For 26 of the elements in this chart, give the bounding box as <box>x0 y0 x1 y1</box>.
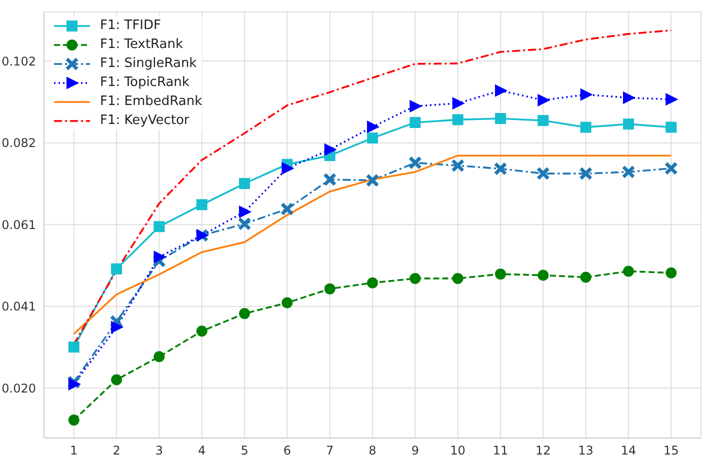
x-tick-label: 4 <box>198 444 206 458</box>
x-tick-label: 1 <box>70 444 78 458</box>
x-tick-label: 2 <box>112 444 120 458</box>
x-tick-label: 9 <box>411 444 419 458</box>
x-tick-label: 5 <box>240 444 248 458</box>
legend-label: F1: TopicRank <box>100 75 190 90</box>
legend-label: F1: KeyVector <box>100 113 190 128</box>
x-tick-label: 11 <box>492 444 508 458</box>
x-tick-label: 13 <box>578 444 594 458</box>
legend-label: F1: EmbedRank <box>100 94 202 109</box>
legend-label: F1: TextRank <box>100 37 184 52</box>
x-tick-label: 15 <box>663 444 679 458</box>
x-tick-label: 8 <box>368 444 376 458</box>
y-tick-label: 0.041 <box>2 300 36 314</box>
y-tick-label: 0.102 <box>2 54 36 68</box>
legend-label: F1: SingleRank <box>100 56 197 71</box>
x-tick-label: 14 <box>620 444 636 458</box>
x-tick-label: 3 <box>155 444 164 458</box>
legend-label: F1: TFIDF <box>100 18 162 33</box>
y-tick-label: 0.061 <box>2 218 36 232</box>
y-tick-label: 0.020 <box>2 381 36 396</box>
x-tick-label: 10 <box>450 444 466 458</box>
x-tick-label: 7 <box>326 444 334 458</box>
x-tick-label: 6 <box>283 444 291 458</box>
x-tick-label: 12 <box>536 444 551 458</box>
y-tick-label: 0.082 <box>2 136 36 150</box>
